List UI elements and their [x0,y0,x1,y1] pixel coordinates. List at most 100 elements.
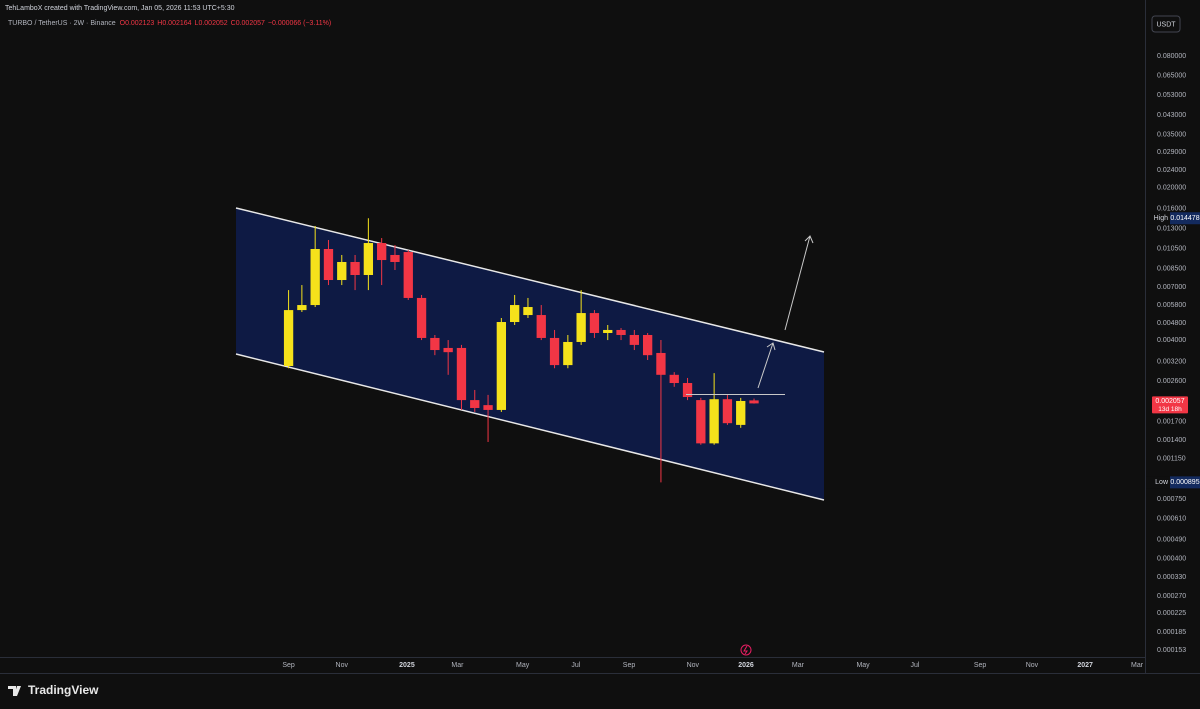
x-tick-label: Jul [910,662,919,669]
candle-body [549,337,560,366]
candle-body [523,307,533,316]
candle-body [616,329,626,335]
y-tick-label: 0.003200 [1157,358,1186,365]
price-marker-label: Low [1155,479,1169,486]
change-value: −0.000066 (−3.11%) [268,20,331,27]
y-tick-label: 0.000225 [1157,610,1186,617]
x-tick-label: 2025 [399,662,415,669]
candle-body [337,261,347,281]
candle-body [736,400,746,425]
y-tick-label: 0.000185 [1157,629,1186,636]
candle-body [443,347,453,353]
x-tick-label: Jul [571,662,580,669]
y-tick-label: 0.080000 [1157,53,1186,60]
y-tick-label: 0.029000 [1157,149,1186,156]
symbol-legend: TURBO / TetherUS · 2W · Binance O0.002123… [8,20,331,27]
x-tick-label: Nov [1026,662,1039,669]
candle-body [456,347,467,401]
brand-logo [8,686,21,696]
channel-lower [235,353,825,501]
channel-fill [236,208,824,500]
y-tick-label: 0.004000 [1157,337,1186,344]
price-marker-value: 0.014478 [1170,215,1199,222]
y-tick-label: 0.005800 [1157,302,1186,309]
y-tick-label: 0.065000 [1157,73,1186,80]
candle-body [563,341,573,366]
last-price-value: 0.002057 [1155,398,1184,405]
y-tick-label: 0.010500 [1157,246,1186,253]
candle-body [629,334,639,345]
y-tick-label: 0.053000 [1157,92,1186,99]
y-tick-label: 0.001400 [1157,437,1186,444]
candle-body [430,337,440,351]
y-tick-label: 0.013000 [1157,225,1186,232]
candle-body [416,297,427,338]
price-marker-label: High [1154,215,1169,222]
y-tick-label: 0.000270 [1157,593,1186,600]
symbol: TURBO / TetherUS · 2W · Binance [8,20,116,27]
candle-body [283,310,294,367]
candle-body [350,261,360,276]
candle-body [310,248,320,306]
last-price-box [1152,396,1188,414]
candle-body [656,352,666,375]
candle-body [390,254,400,262]
y-tick-label: 0.000330 [1157,574,1186,581]
x-tick-label: Mar [451,662,464,669]
candle-body [509,305,520,323]
candle-body [496,322,507,410]
y-tick-label: 0.008500 [1157,266,1186,273]
y-tick-label: 0.000610 [1157,516,1186,523]
y-tick-label: 0.002600 [1157,378,1186,385]
arrow-small [757,342,776,389]
event-bolt [743,645,748,655]
candle-body [363,243,374,276]
arrow-large [784,235,814,331]
y-tick-label: 0.000400 [1157,556,1186,563]
high-value: H0.002164 [157,20,191,27]
candle-body [603,329,613,333]
brand-name: TradingView [28,683,99,697]
candle-body [536,315,546,338]
author-line: TehLamboX created with TradingView.com, … [5,5,235,12]
candle-body [642,334,653,356]
price-marker-value: 0.000895 [1170,479,1199,486]
event-icon[interactable] [740,644,752,656]
x-tick-label: Mar [792,662,805,669]
x-tick-label: Sep [282,662,295,669]
candle-body [682,383,693,398]
candle-body [722,399,733,424]
x-tick-label: Nov [336,662,349,669]
x-tick-label: Nov [687,662,700,669]
candle-body [749,400,759,404]
candle-body [696,400,706,444]
x-tick-label: 2027 [1077,662,1093,669]
open-value: O0.002123 [120,20,155,27]
candle-body [297,305,307,311]
x-tick-label: Mar [1131,662,1144,669]
currency-button[interactable] [1151,15,1181,33]
candle-body [483,405,493,410]
y-tick-label: 0.043000 [1157,112,1186,119]
candle-body [709,399,719,444]
candle-body [470,400,480,408]
channel-upper [235,207,825,353]
y-tick-label: 0.035000 [1157,131,1186,138]
price-marker-box [1170,476,1200,489]
y-tick-label: 0.024000 [1157,167,1186,174]
x-tick-label: 2026 [738,662,754,669]
y-tick-label: 0.004800 [1157,320,1186,327]
last-price-countdown: 13d 18h [1158,406,1182,413]
y-tick-label: 0.001700 [1157,418,1186,425]
candles [283,218,759,483]
y-tick-label: 0.007000 [1157,284,1186,291]
candle-body [576,313,586,342]
candle-body [323,248,334,281]
currency-label[interactable]: USDT [1156,21,1176,28]
axes: 0.080000 0.065000 0.053000 0.043000 0.035000… [282,53,1200,669]
x-tick-label: Sep [623,662,636,669]
price-marker-box [1170,212,1200,225]
close-value: C0.002057 [231,20,265,27]
